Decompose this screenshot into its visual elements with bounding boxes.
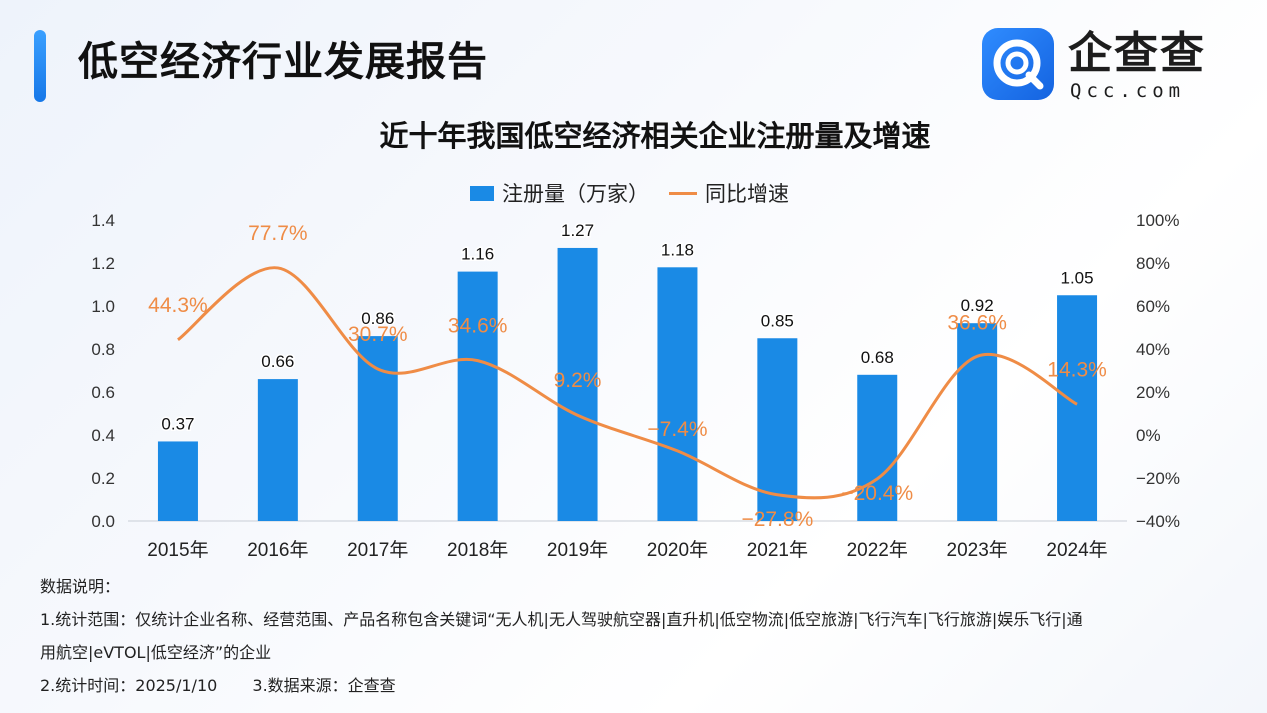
bar xyxy=(357,336,398,521)
y-right-tick-label: −20% xyxy=(1136,469,1180,488)
bar-data-label: 0.66 xyxy=(261,352,294,371)
line-data-label: 44.3% xyxy=(148,294,208,317)
x-tick-label: 2020年 xyxy=(647,539,708,561)
growth-rate-line xyxy=(177,266,1078,500)
y-right-tick-label: 100% xyxy=(1136,211,1179,230)
bar-data-label: 0.85 xyxy=(761,311,794,330)
chart-title: 近十年我国低空经济相关企业注册量及增速 xyxy=(379,119,931,153)
x-tick-label: 2016年 xyxy=(247,539,308,561)
notes-scope-line2: 用航空|eVTOL|低空经济”的企业 xyxy=(40,643,272,662)
y-right-tick-label: −40% xyxy=(1136,512,1180,531)
report-title: 低空经济行业发展报告 xyxy=(78,39,488,85)
y-left-tick-label: 0.8 xyxy=(91,340,115,359)
line-data-label: 34.6% xyxy=(448,315,508,338)
notes-scope-line1: 1.统计范围：仅统计企业名称、经营范围、产品名称包含关键词“无人机|无人驾驶航空… xyxy=(40,610,1083,629)
x-tick-label: 2022年 xyxy=(847,539,908,561)
bar-data-label: 0.37 xyxy=(161,414,194,433)
bar xyxy=(257,379,298,521)
x-tick-label: 2019年 xyxy=(547,539,608,561)
bar xyxy=(657,267,698,521)
line-data-label: 77.7% xyxy=(248,222,308,245)
bar-data-label: 1.27 xyxy=(561,221,594,240)
bar-data-label: 0.92 xyxy=(961,296,994,315)
y-left-tick-label: 0.0 xyxy=(91,512,115,531)
y-left-tick-label: 0.2 xyxy=(91,469,115,488)
chart-legend: 注册量（万家） 同比增速 xyxy=(470,178,789,208)
x-tick-label: 2024年 xyxy=(1046,539,1107,561)
bar-data-label: 1.16 xyxy=(461,245,494,264)
line-data-label: 9.2% xyxy=(554,369,602,392)
y-right-tick-label: 60% xyxy=(1136,297,1170,316)
line-data-label: −7.4% xyxy=(647,418,707,441)
x-tick-label: 2021年 xyxy=(747,539,808,561)
bar xyxy=(157,441,198,521)
y-left-tick-label: 1.4 xyxy=(91,211,115,230)
bar-data-label: 1.18 xyxy=(661,240,694,259)
bar xyxy=(857,374,898,521)
bar xyxy=(557,247,598,521)
line-data-label: 14.3% xyxy=(1047,358,1107,381)
logo-domain: Qcc.com xyxy=(1070,80,1186,102)
line-data-label: −20.4% xyxy=(841,482,913,505)
notes-heading: 数据说明： xyxy=(40,577,121,596)
bar xyxy=(957,323,998,521)
y-left-tick-label: 1.0 xyxy=(91,297,115,316)
x-tick-label: 2023年 xyxy=(947,539,1008,561)
notes-time: 2.统计时间：2025/1/10 xyxy=(40,676,218,695)
legend-bar-swatch xyxy=(470,185,494,201)
bar-data-label: 0.68 xyxy=(861,348,894,367)
bar xyxy=(457,271,498,521)
bar xyxy=(1057,295,1098,521)
data-notes: 数据说明： 1.统计范围：仅统计企业名称、经营范围、产品名称包含关键词“无人机|… xyxy=(40,574,1240,706)
legend-line-label: 同比增速 xyxy=(705,182,789,206)
line-data-label: 36.6% xyxy=(947,311,1007,334)
line-data-label: −27.8% xyxy=(741,508,813,531)
x-tick-label: 2017年 xyxy=(347,539,408,561)
qcc-logo: 企查查 Qcc.com xyxy=(982,28,1222,104)
x-tick-label: 2015年 xyxy=(147,539,208,561)
logo-name: 企查查 xyxy=(1068,28,1206,79)
title-accent-bar xyxy=(34,30,46,102)
y-right-tick-label: 40% xyxy=(1136,340,1170,359)
y-right-tick-label: 20% xyxy=(1136,383,1170,402)
y-left-tick-label: 0.6 xyxy=(91,383,115,402)
legend-line-swatch xyxy=(669,191,697,195)
line-data-label: 30.7% xyxy=(348,323,408,346)
bar-data-label: 0.86 xyxy=(361,309,394,328)
y-left-tick-label: 0.4 xyxy=(91,426,115,445)
y-right-tick-label: 0% xyxy=(1136,426,1161,445)
logo-badge-icon xyxy=(982,28,1054,100)
y-right-tick-label: 80% xyxy=(1136,254,1170,273)
notes-source: 3.数据来源：企查查 xyxy=(252,676,396,695)
x-tick-label: 2018年 xyxy=(447,539,508,561)
y-left-tick-label: 1.2 xyxy=(91,254,115,273)
bar-data-label: 1.05 xyxy=(1061,268,1094,287)
legend-bar-label: 注册量（万家） xyxy=(502,182,649,206)
